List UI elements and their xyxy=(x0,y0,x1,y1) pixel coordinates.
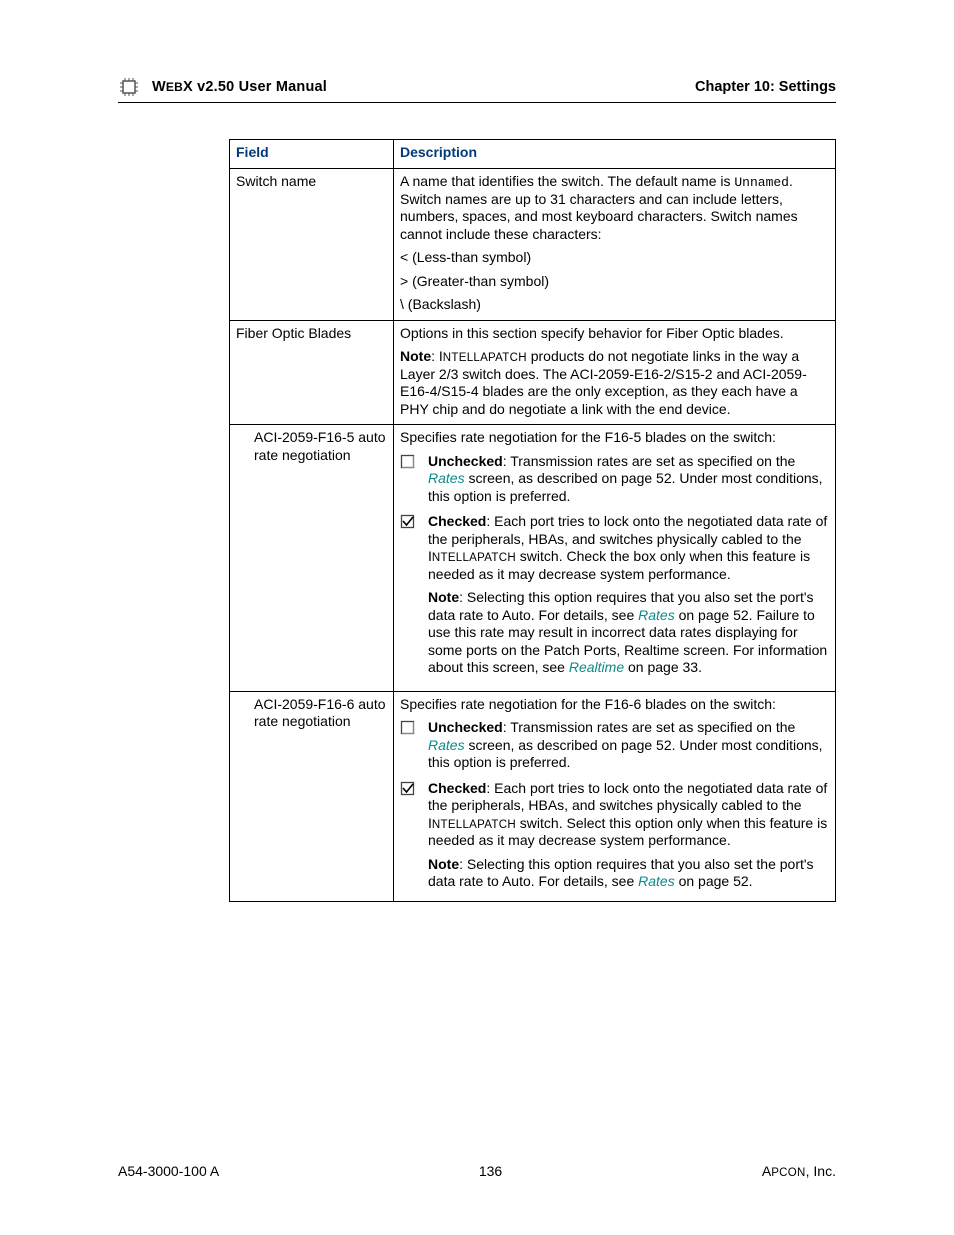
f16-6-checked-caps: NTELLAPATCH xyxy=(432,819,516,831)
f16-6-unchecked-text: Unchecked: Transmission rates are set as… xyxy=(428,719,829,772)
f16-5-unchecked-b: screen, as described on page 52. Under m… xyxy=(428,470,823,504)
rates-link[interactable]: Rates xyxy=(428,737,465,753)
desc-f16-6: Specifies rate negotiation for the F16-6… xyxy=(394,691,836,901)
row-fiber: Fiber Optic Blades Options in this secti… xyxy=(230,320,836,425)
switch-name-text-a: A name that identifies the switch. The d… xyxy=(400,173,734,189)
manual-title: WEBX v2.50 User Manual xyxy=(152,79,327,95)
f16-5-checked-label: Checked xyxy=(428,513,486,529)
f16-6-note-label: Note xyxy=(428,856,459,872)
f16-6-checked-para: Checked: Each port tries to lock onto th… xyxy=(428,780,829,850)
desc-f16-5: Specifies rate negotiation for the F16-5… xyxy=(394,425,836,692)
f16-6-unchecked-b: screen, as described on page 52. Under m… xyxy=(428,737,823,771)
f16-6-checked-row: Checked: Each port tries to lock onto th… xyxy=(400,780,829,891)
switch-name-para: A name that identifies the switch. The d… xyxy=(400,173,829,244)
chip-icon xyxy=(118,76,140,98)
f16-5-checked-row: Checked: Each port tries to lock onto th… xyxy=(400,513,829,677)
company-a: A xyxy=(762,1163,771,1179)
company-rest: , Inc. xyxy=(806,1163,836,1179)
f16-5-checked-text: Checked: Each port tries to lock onto th… xyxy=(428,513,829,677)
sym-gt: > (Greater-than symbol) xyxy=(400,273,829,291)
f16-6-unchecked-row: Unchecked: Transmission rates are set as… xyxy=(400,719,829,772)
manual-title-smallcaps: EB xyxy=(166,80,183,94)
row-f16-5: ACI-2059-F16-5 auto rate negotiation Spe… xyxy=(230,425,836,692)
f16-5-note-label: Note xyxy=(428,589,459,605)
f16-5-checked-caps: NTELLAPATCH xyxy=(432,552,516,564)
f16-6-intro: Specifies rate negotiation for the F16-6… xyxy=(400,696,829,714)
f16-5-unchecked-label: Unchecked xyxy=(428,453,503,469)
f16-6-checked-text: Checked: Each port tries to lock onto th… xyxy=(428,780,829,891)
fiber-intro: Options in this section specify behavior… xyxy=(400,325,829,343)
header-field: Field xyxy=(230,140,394,169)
row-switch-name: Switch name A name that identifies the s… xyxy=(230,168,836,320)
fiber-note-caps: NTELLAPATCH xyxy=(443,352,527,364)
company-name: APCON, Inc. xyxy=(762,1163,836,1179)
desc-switch-name: A name that identifies the switch. The d… xyxy=(394,168,836,320)
checkbox-unchecked-icon xyxy=(400,720,418,736)
page-footer: A54-3000-100 A 136 APCON, Inc. xyxy=(118,1163,836,1179)
f16-5-note-c: on page 33. xyxy=(624,659,702,675)
f16-5-checked-para: Checked: Each port tries to lock onto th… xyxy=(428,513,829,583)
manual-title-rest: X v2.50 User Manual xyxy=(183,79,327,95)
chapter-title: Chapter 10: Settings xyxy=(695,79,836,95)
f16-6-unchecked-a: : Transmission rates are set as specifie… xyxy=(503,719,796,735)
field-f16-6-label: ACI-2059-F16-6 auto rate negotiation xyxy=(236,696,387,731)
manual-title-prefix: W xyxy=(152,79,166,95)
row-f16-6: ACI-2059-F16-6 auto rate negotiation Spe… xyxy=(230,691,836,901)
page-number: 136 xyxy=(479,1163,502,1179)
sym-lt: < (Less-than symbol) xyxy=(400,249,829,267)
page-header: WEBX v2.50 User Manual Chapter 10: Setti… xyxy=(118,76,836,103)
f16-6-note-a: : Selecting this option requires that yo… xyxy=(428,856,814,890)
table-header-row: Field Description xyxy=(230,140,836,169)
f16-5-unchecked-text: Unchecked: Transmission rates are set as… xyxy=(428,453,829,506)
field-f16-5-label: ACI-2059-F16-5 auto rate negotiation xyxy=(236,429,387,464)
fiber-note-label: Note xyxy=(400,348,431,364)
header-description: Description xyxy=(394,140,836,169)
f16-5-note: Note: Selecting this option requires tha… xyxy=(428,589,829,677)
field-switch-name: Switch name xyxy=(230,168,394,320)
company-caps: PCON xyxy=(771,1167,805,1179)
fiber-note-a: : I xyxy=(431,348,443,364)
rates-link[interactable]: Rates xyxy=(428,470,465,486)
field-f16-6: ACI-2059-F16-6 auto rate negotiation xyxy=(230,691,394,901)
f16-5-intro: Specifies rate negotiation for the F16-5… xyxy=(400,429,829,447)
realtime-link[interactable]: Realtime xyxy=(569,659,624,675)
switch-name-default: Unnamed xyxy=(734,175,789,190)
f16-6-unchecked-label: Unchecked xyxy=(428,719,503,735)
rates-link[interactable]: Rates xyxy=(638,873,675,889)
doc-number: A54-3000-100 A xyxy=(118,1163,219,1179)
rates-link[interactable]: Rates xyxy=(638,607,675,623)
f16-6-note-b: on page 52. xyxy=(675,873,753,889)
desc-fiber: Options in this section specify behavior… xyxy=(394,320,836,425)
f16-5-unchecked-row: Unchecked: Transmission rates are set as… xyxy=(400,453,829,506)
sym-bs: \ (Backslash) xyxy=(400,296,829,314)
checkbox-unchecked-icon xyxy=(400,454,418,470)
field-fiber: Fiber Optic Blades xyxy=(230,320,394,425)
f16-5-unchecked-a: : Transmission rates are set as specifie… xyxy=(503,453,796,469)
f16-6-note: Note: Selecting this option requires tha… xyxy=(428,856,829,891)
fields-table: Field Description Switch name A name tha… xyxy=(229,139,836,902)
checkbox-checked-icon xyxy=(400,781,418,797)
f16-6-checked-label: Checked xyxy=(428,780,486,796)
checkbox-checked-icon xyxy=(400,514,418,530)
field-f16-5: ACI-2059-F16-5 auto rate negotiation xyxy=(230,425,394,692)
fiber-note: Note: INTELLAPATCH products do not negot… xyxy=(400,348,829,418)
